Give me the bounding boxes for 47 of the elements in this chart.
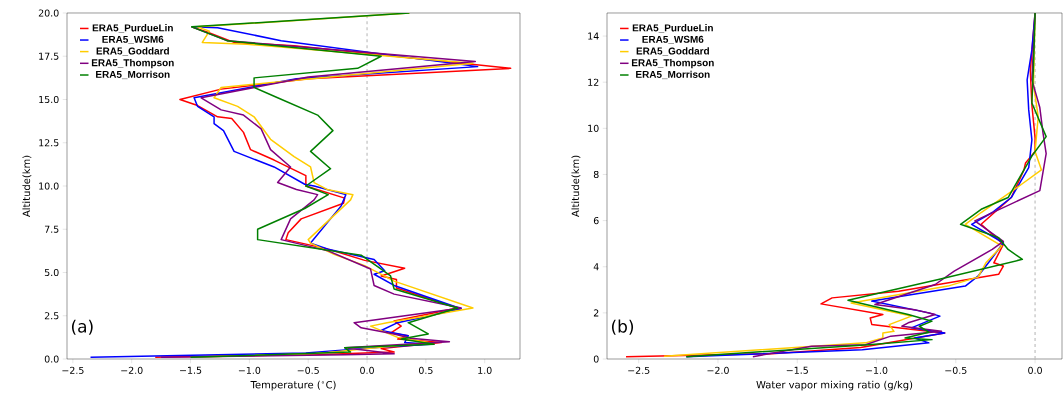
y-tick-label: 2 bbox=[593, 309, 599, 317]
x-tick-label: 1.0 bbox=[478, 366, 492, 374]
x-tick-label: −0.5 bbox=[945, 366, 967, 374]
x-tick-label: −2.0 bbox=[707, 366, 729, 374]
legend-label: ERA5_Morrison bbox=[96, 70, 170, 80]
x-tick-label: −1.0 bbox=[238, 366, 261, 374]
x-axis-title: Temperature ($^{∘}$C) bbox=[250, 380, 336, 391]
x-tick-label: 0.5 bbox=[418, 366, 433, 374]
legend-label: ERA5_Thompson bbox=[91, 58, 174, 69]
legend-label: ERA5_PurdueLin bbox=[92, 24, 173, 33]
y-tick-label: 6 bbox=[593, 217, 599, 225]
y-tick-label: 12.5 bbox=[39, 139, 59, 147]
x-tick-label: −2.0 bbox=[121, 366, 143, 374]
legend-label: ERA5_WSM6 bbox=[102, 35, 164, 44]
y-tick-label: 10.0 bbox=[39, 182, 59, 190]
legend-label: ERA5_PurdueLin bbox=[632, 24, 713, 33]
y-tick-label: 20.0 bbox=[38, 9, 59, 17]
annotation: (a) bbox=[71, 319, 93, 335]
legend-label: ERA5_Goddard bbox=[636, 47, 709, 56]
x-tick-label: 0.0 bbox=[360, 366, 374, 374]
y-tick-label: 15.0 bbox=[39, 95, 59, 104]
legend-label: ERA5_Thompson bbox=[631, 58, 714, 69]
y-tick-label: 7.5 bbox=[44, 225, 59, 233]
x-tick-label: −2.5 bbox=[628, 366, 650, 374]
x-axis-title: Water vapor mixing ratio (g/kg) bbox=[756, 380, 913, 391]
y-tick-label: 12 bbox=[588, 78, 599, 86]
x-tick-label: −1.5 bbox=[180, 366, 202, 374]
y-tick-label: 14 bbox=[588, 32, 599, 40]
legend-label: ERA5_WSM6 bbox=[642, 35, 704, 44]
y-tick-label: 5.0 bbox=[44, 268, 59, 277]
y-tick-label: 10 bbox=[588, 124, 599, 132]
y-tick-label: 2.5 bbox=[44, 312, 59, 320]
legend-label: ERA5_Goddard bbox=[96, 47, 169, 56]
x-tick-label: −1.5 bbox=[786, 366, 808, 374]
x-tick-label: −2.5 bbox=[62, 366, 84, 374]
x-tick-label: −0.5 bbox=[297, 366, 319, 374]
y-tick-label: 0.0 bbox=[44, 355, 59, 363]
x-tick-label: 0.0 bbox=[1028, 366, 1042, 374]
y-tick-label: 17.5 bbox=[39, 52, 59, 60]
annotation: (b) bbox=[611, 319, 634, 335]
y-tick-label: 4 bbox=[593, 263, 599, 271]
y-tick-label: 0 bbox=[593, 355, 599, 363]
legend-label: ERA5_Morrison bbox=[636, 70, 710, 80]
y-axis-title: Altitude(km) bbox=[571, 155, 581, 218]
x-tick-label: −1.0 bbox=[866, 366, 888, 374]
y-axis-title: Altitude(km) bbox=[22, 155, 32, 218]
y-tick-label: 8 bbox=[593, 170, 599, 179]
